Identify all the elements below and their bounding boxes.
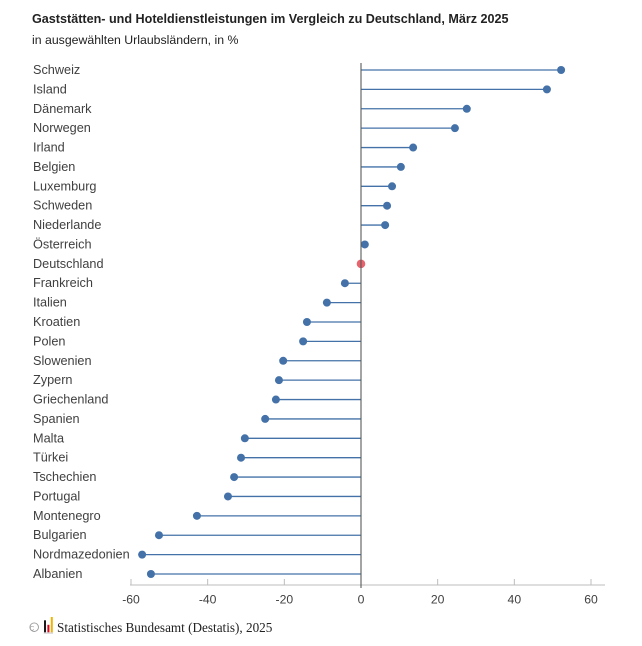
svg-text:C: C	[30, 625, 35, 632]
svg-text:Statistisches Bundesamt (Desta: Statistisches Bundesamt (Destatis), 2025	[57, 620, 273, 635]
